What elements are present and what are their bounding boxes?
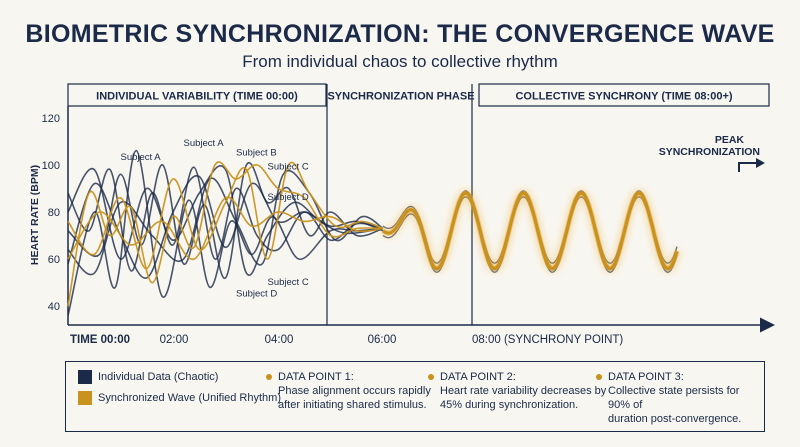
series-line-4	[67, 149, 384, 316]
phase-box-individual	[67, 83, 327, 107]
dp1-title: DATA POINT 1:	[278, 371, 354, 383]
bullet-icon	[596, 374, 602, 380]
bullet-icon	[428, 374, 434, 380]
chart-title: BIOMETRIC SYNCHRONIZATION: THE CONVERGEN…	[25, 20, 775, 48]
dp2-title: DATA POINT 2:	[440, 371, 516, 383]
x-tick-label: TIME 00:00	[70, 334, 130, 346]
series-line-7	[67, 161, 384, 307]
y-tick-label: 60	[48, 254, 60, 266]
x-tick-label: 08:00 (SYNCHRONY POINT)	[472, 334, 623, 346]
series-line-9	[67, 196, 384, 260]
x-tick-label: 04:00	[265, 334, 294, 346]
data-point-1: DATA POINT 1: Phase alignment occurs rap…	[266, 370, 431, 412]
series-line-6	[67, 165, 384, 276]
subject-label: Subject D	[268, 192, 309, 203]
dp1-line1: Phase alignment occurs rapidly	[278, 385, 431, 397]
y-axis-label: HEART RATE (BPM)	[29, 165, 41, 265]
legend-swatch-gold	[78, 391, 92, 405]
phase-box-collective	[478, 83, 770, 107]
subject-label: Subject C	[268, 277, 309, 288]
data-point-2: DATA POINT 2: Heart rate variability dec…	[428, 370, 607, 412]
peak-label-line2: SYNCHRONIZATION	[659, 146, 760, 158]
legend-individual-label: Individual Data (Chaotic)	[98, 371, 219, 383]
peak-arrowhead-icon	[756, 158, 765, 168]
dp3-line2: duration post-convergence.	[608, 413, 742, 425]
series-line-3	[67, 161, 384, 279]
legend-sync-label: Synchronized Wave (Unified Rhythm)	[98, 392, 281, 404]
legend-swatch-navy	[78, 370, 92, 384]
data-point-3: DATA POINT 3: Collective state persists …	[596, 370, 764, 426]
sync-wave	[382, 191, 679, 271]
y-tick-label: 40	[48, 301, 60, 313]
x-tick-label: 02:00	[160, 334, 189, 346]
subject-label: Subject B	[236, 147, 277, 158]
dp3-line1: Collective state persists for 90% of	[608, 385, 740, 411]
subject-label: Subject A	[121, 152, 162, 163]
chart-subtitle: From individual chaos to collective rhyt…	[242, 52, 558, 71]
dp3-title: DATA POINT 3:	[608, 371, 684, 383]
y-tick-label: 80	[48, 207, 60, 219]
dp2-line2: 45% during synchronization.	[440, 399, 579, 411]
dp2-line1: Heart rate variability decreases by	[440, 385, 607, 397]
subject-label: Subject D	[236, 289, 277, 300]
peak-arrow-icon	[738, 162, 757, 172]
phase-label-collective: COLLECTIVE SYNCHRONY (TIME 08:00+)	[515, 91, 732, 103]
x-tick-label: 06:00	[368, 334, 397, 346]
legend-box: Individual Data (Chaotic) Synchronized W…	[65, 361, 765, 432]
legend-individual: Individual Data (Chaotic)	[78, 370, 218, 384]
dp1-line2: after initiating shared stimulus.	[278, 399, 427, 411]
phase-label-individual: INDIVIDUAL VARIABILITY (TIME 00:00)	[96, 91, 298, 103]
peak-label-line1: PEAK	[715, 134, 745, 146]
subject-label: Subject C	[268, 162, 309, 173]
phase-label-sync: SYNCHRONIZATION PHASE	[327, 91, 474, 103]
bullet-icon	[266, 374, 272, 380]
legend-sync: Synchronized Wave (Unified Rhythm)	[78, 391, 281, 405]
subject-label: Subject A	[184, 138, 225, 149]
y-tick-label: 120	[42, 113, 60, 125]
y-tick-label: 100	[42, 160, 60, 172]
